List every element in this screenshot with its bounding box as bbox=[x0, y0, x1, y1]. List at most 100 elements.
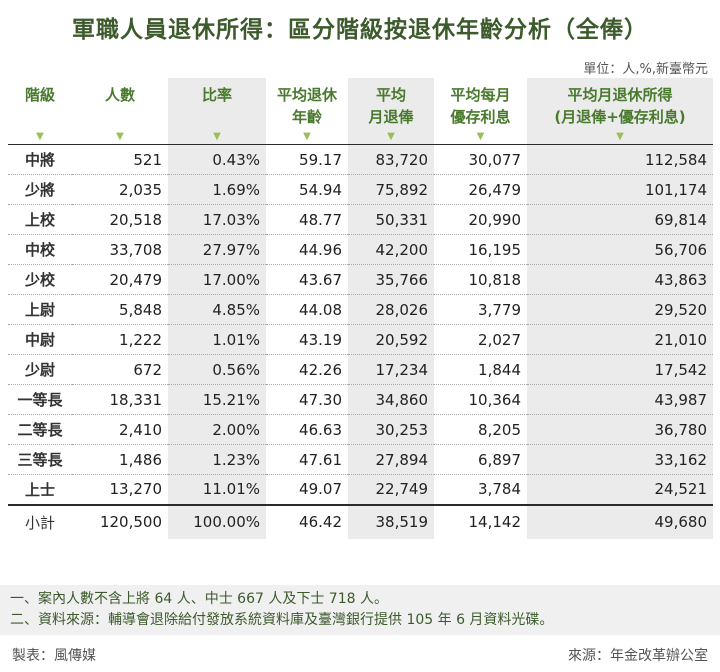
producer-credit: 製表：風傳媒 bbox=[12, 648, 96, 664]
value-cell: 20,592 bbox=[348, 324, 434, 355]
value-cell: 0.56% bbox=[168, 354, 266, 385]
header-avg-age: 平均退休年齡 ▼ bbox=[266, 78, 348, 145]
note-2: 二、資料來源：輔導會退除給付發放系統資料庫及臺灣銀行提供 105 年 6 月資料… bbox=[10, 612, 554, 628]
down-arrow-icon: ▼ bbox=[303, 131, 311, 142]
down-arrow-icon: ▼ bbox=[616, 131, 624, 142]
value-cell: 5,848 bbox=[72, 294, 168, 325]
grade-cell: 一等長 bbox=[8, 384, 72, 415]
value-cell: 13,270 bbox=[72, 474, 168, 505]
value-cell: 83,720 bbox=[348, 144, 434, 175]
value-cell: 120,500 bbox=[72, 503, 168, 539]
value-cell: 49.07 bbox=[266, 474, 348, 505]
header-row: 階級 ▼ 人數 ▼ 比率 ▼ 平均退休 年齡 ▼ 平均 月退俸 ▼ 平均每月 優存利息 ▼ 平均月退休所得 (月… bbox=[8, 78, 713, 145]
value-cell: 10,818 bbox=[434, 264, 527, 295]
value-cell: 100.00% bbox=[168, 503, 266, 539]
header-avg-interest: 平均每月 優存利息 ▼ bbox=[434, 78, 527, 145]
value-cell: 46.42 bbox=[266, 503, 348, 539]
page-title: 軍職人員退休所得：區分階級按退休年齡分析（全俸） bbox=[72, 17, 648, 43]
value-cell: 112,584 bbox=[527, 144, 713, 175]
value-cell: 46.63 bbox=[266, 414, 348, 445]
header-label-line2: 優存利息 bbox=[450, 108, 511, 126]
table-row: 少將 2,035 1.69% 54.94 75,892 26,479 101,174 bbox=[8, 174, 713, 205]
value-cell: 2,410 bbox=[72, 414, 168, 445]
value-cell: 30,077 bbox=[434, 144, 527, 175]
value-cell: 3,779 bbox=[434, 294, 527, 325]
value-cell: 20,479 bbox=[72, 264, 168, 295]
value-cell: 11.01% bbox=[168, 474, 266, 505]
grade-cell: 上校 bbox=[8, 204, 72, 235]
value-cell: 521 bbox=[72, 144, 168, 175]
value-cell: 2,027 bbox=[434, 324, 527, 355]
value-cell: 47.30 bbox=[266, 384, 348, 415]
grade-cell: 中校 bbox=[8, 234, 72, 265]
header-label: 階級 bbox=[24, 86, 55, 104]
value-cell: 17,234 bbox=[348, 354, 434, 385]
value-cell: 33,708 bbox=[72, 234, 168, 265]
value-cell: 24,521 bbox=[527, 474, 713, 505]
down-arrow-icon: ▼ bbox=[387, 131, 395, 142]
grade-cell: 少尉 bbox=[8, 354, 72, 385]
value-cell: 47.61 bbox=[266, 444, 348, 475]
table-body: 中將 521 0.43% 59.17 83,720 30,077 112,584 少將 2,03… bbox=[8, 144, 713, 539]
table-row: 中將 521 0.43% 59.17 83,720 30,077 112,584 bbox=[8, 144, 713, 175]
value-cell: 44.08 bbox=[266, 294, 348, 325]
value-cell: 33,162 bbox=[527, 444, 713, 475]
value-cell: 38,519 bbox=[348, 503, 434, 539]
grade-cell: 少校 bbox=[8, 264, 72, 295]
value-cell: 29,520 bbox=[527, 294, 713, 325]
grade-cell: 三等長 bbox=[8, 444, 72, 475]
header-avg-income: 平均月退休所得 (月退俸+優存利息) ▼ bbox=[527, 78, 713, 145]
value-cell: 1.01% bbox=[168, 324, 266, 355]
grade-cell: 上士 bbox=[8, 474, 72, 505]
value-cell: 16,195 bbox=[434, 234, 527, 265]
value-cell: 56,706 bbox=[527, 234, 713, 265]
value-cell: 3,784 bbox=[434, 474, 527, 505]
value-cell: 6,897 bbox=[434, 444, 527, 475]
value-cell: 49,680 bbox=[527, 503, 713, 539]
table-row: 上士 13,270 11.01% 49.07 22,749 3,784 24,521 bbox=[8, 474, 713, 505]
value-cell: 36,780 bbox=[527, 414, 713, 445]
value-cell: 30,253 bbox=[348, 414, 434, 445]
table-row: 一等長 18,331 15.21% 47.30 34,860 10,364 43,987 bbox=[8, 384, 713, 415]
value-cell: 15.21% bbox=[168, 384, 266, 415]
value-cell: 44.96 bbox=[266, 234, 348, 265]
header-label: 平均退休 bbox=[276, 86, 337, 104]
value-cell: 59.17 bbox=[266, 144, 348, 175]
total-row: 小計 120,500 100.00% 46.42 38,519 14,142 49,680 bbox=[8, 503, 713, 539]
value-cell: 42,200 bbox=[348, 234, 434, 265]
value-cell: 672 bbox=[72, 354, 168, 385]
note-1: 一、案內人數不含上將 64 人、中士 667 人及下士 718 人。 bbox=[10, 591, 388, 607]
table-row: 二等長 2,410 2.00% 46.63 30,253 8,205 36,780 bbox=[8, 414, 713, 445]
table-row: 少校 20,479 17.00% 43.67 35,766 10,818 43,863 bbox=[8, 264, 713, 295]
value-cell: 43.19 bbox=[266, 324, 348, 355]
value-cell: 2.00% bbox=[168, 414, 266, 445]
grade-cell: 中尉 bbox=[8, 324, 72, 355]
header-grade: 階級 ▼ bbox=[8, 78, 72, 145]
value-cell: 10,364 bbox=[434, 384, 527, 415]
grade-cell: 二等長 bbox=[8, 414, 72, 445]
value-cell: 50,331 bbox=[348, 204, 434, 235]
value-cell: 20,990 bbox=[434, 204, 527, 235]
down-arrow-icon: ▼ bbox=[36, 131, 44, 142]
value-cell: 17,542 bbox=[527, 354, 713, 385]
grade-cell: 少將 bbox=[8, 174, 72, 205]
value-cell: 75,892 bbox=[348, 174, 434, 205]
header-label-line2: 年齡 bbox=[291, 108, 322, 126]
value-cell: 1,486 bbox=[72, 444, 168, 475]
value-cell: 26,479 bbox=[434, 174, 527, 205]
value-cell: 43,863 bbox=[527, 264, 713, 295]
value-cell: 27.97% bbox=[168, 234, 266, 265]
header-label-line2: (月退俸+優存利息) bbox=[554, 108, 686, 126]
header-avg-pension: 平均 月退俸 ▼ bbox=[348, 78, 434, 145]
value-cell: 8,205 bbox=[434, 414, 527, 445]
table-row: 中校 33,708 27.97% 44.96 42,200 16,195 56,706 bbox=[8, 234, 713, 265]
value-cell: 101,174 bbox=[527, 174, 713, 205]
value-cell: 17.00% bbox=[168, 264, 266, 295]
value-cell: 48.77 bbox=[266, 204, 348, 235]
header-label: 人數 bbox=[104, 86, 135, 104]
unit-label: 單位：人,%,新臺幣元 bbox=[583, 62, 708, 77]
notes-box: 一、案內人數不含上將 64 人、中士 667 人及下士 718 人。 二、資料來… bbox=[0, 585, 720, 635]
grade-cell: 中將 bbox=[8, 144, 72, 175]
value-cell: 1.69% bbox=[168, 174, 266, 205]
header-label-line2: 月退俸 bbox=[368, 108, 414, 126]
